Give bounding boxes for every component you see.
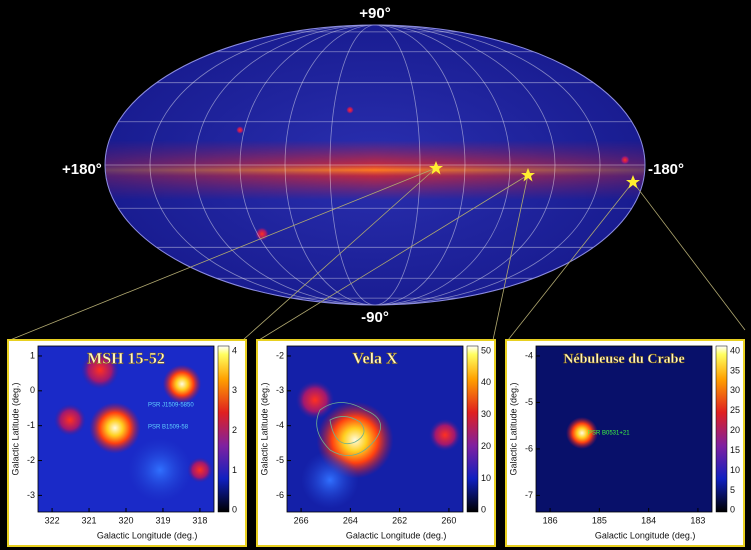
panel-title: Nébuleuse du Crabe xyxy=(563,352,684,367)
y-tick-label: -2 xyxy=(27,455,35,465)
x-tick-label: 185 xyxy=(592,515,607,525)
figure: +90° -90° +180° -180° MSH 15-52 PSR J1509… xyxy=(0,0,751,550)
y-tick-label: -2 xyxy=(276,350,284,360)
x-tick-label: 321 xyxy=(82,515,97,525)
panel: Nébuleuse du Crabe PSR B0531+21 186 185 184 1… xyxy=(506,340,744,546)
colorbar-tick-label: 40 xyxy=(730,345,740,355)
panel-title: MSH 15-52 xyxy=(87,351,165,368)
x-axis-label: Galactic Longitude (deg.) xyxy=(346,530,447,540)
y-tick-label: -5 xyxy=(525,397,533,407)
colorbar-tick-label: 10 xyxy=(730,465,740,475)
colorbar-tick-label: 1 xyxy=(232,465,237,475)
source-label: PSR J1509-5850 xyxy=(148,403,194,409)
y-tick-label: -6 xyxy=(276,490,284,500)
colorbar-tick-label: 20 xyxy=(730,425,740,435)
panel: Vela X 266 264 262 260 -2 -3 -4 -5 -6 Galactic Lon… xyxy=(257,340,495,546)
colorbar-tick-label: 0 xyxy=(232,505,237,515)
y-axis-label: Galactic Latitude (deg.) xyxy=(259,382,269,475)
x-tick-label: 183 xyxy=(690,515,705,525)
y-tick-label: -4 xyxy=(525,350,533,360)
x-tick-label: 320 xyxy=(118,515,133,525)
colorbar-tick-label: 0 xyxy=(730,505,735,515)
colorbar-tick-label: 10 xyxy=(481,473,491,483)
colorbar xyxy=(218,346,229,512)
colorbar-tick-label: 4 xyxy=(232,345,237,355)
y-tick-label: -3 xyxy=(276,385,284,395)
x-tick-label: 266 xyxy=(294,515,309,525)
colorbar-tick-label: 5 xyxy=(730,485,735,495)
colorbar-tick-label: 15 xyxy=(730,445,740,455)
y-tick-label: -3 xyxy=(27,490,35,500)
x-tick-label: 264 xyxy=(343,515,358,525)
lon-label: -180° xyxy=(648,161,684,178)
x-tick-label: 186 xyxy=(543,515,558,525)
x-tick-label: 260 xyxy=(441,515,456,525)
colorbar-tick-label: 0 xyxy=(481,505,486,515)
y-tick-label: 0 xyxy=(30,385,35,395)
lat-label: +90° xyxy=(359,5,390,22)
colorbar xyxy=(467,346,478,512)
sky-map xyxy=(100,20,650,310)
x-tick-label: 322 xyxy=(45,515,60,525)
x-tick-label: 262 xyxy=(392,515,407,525)
y-tick-label: -7 xyxy=(525,490,533,500)
y-axis-label: Galactic Latitude (deg.) xyxy=(508,382,518,475)
colorbar xyxy=(716,346,727,512)
colorbar-tick-label: 35 xyxy=(730,365,740,375)
y-tick-label: -5 xyxy=(276,455,284,465)
colorbar-tick-label: 25 xyxy=(730,405,740,415)
y-axis-label: Galactic Latitude (deg.) xyxy=(10,382,20,475)
panel-title: Vela X xyxy=(352,351,398,368)
colorbar-tick-label: 50 xyxy=(481,345,491,355)
x-tick-label: 319 xyxy=(155,515,170,525)
colorbar-tick-label: 30 xyxy=(730,385,740,395)
colorbar-tick-label: 40 xyxy=(481,377,491,387)
colorbar-tick-label: 3 xyxy=(232,385,237,395)
x-tick-label: 318 xyxy=(192,515,207,525)
x-axis-label: Galactic Longitude (deg.) xyxy=(97,530,198,540)
source-label: PSR B1509-58 xyxy=(148,425,189,431)
colorbar-tick-label: 30 xyxy=(481,409,491,419)
colorbar-tick-label: 20 xyxy=(481,441,491,451)
x-axis-label: Galactic Longitude (deg.) xyxy=(595,530,696,540)
y-tick-label: -6 xyxy=(525,443,533,453)
lon-label: +180° xyxy=(62,161,102,178)
colorbar-tick-label: 2 xyxy=(232,425,237,435)
y-tick-label: -1 xyxy=(27,420,35,430)
heatmap xyxy=(287,346,463,512)
source-label: PSR B0531+21 xyxy=(588,431,630,437)
y-tick-label: 1 xyxy=(30,350,35,360)
lat-label: -90° xyxy=(361,309,389,326)
x-tick-label: 184 xyxy=(641,515,656,525)
heatmap xyxy=(536,346,712,512)
y-tick-label: -4 xyxy=(276,420,284,430)
